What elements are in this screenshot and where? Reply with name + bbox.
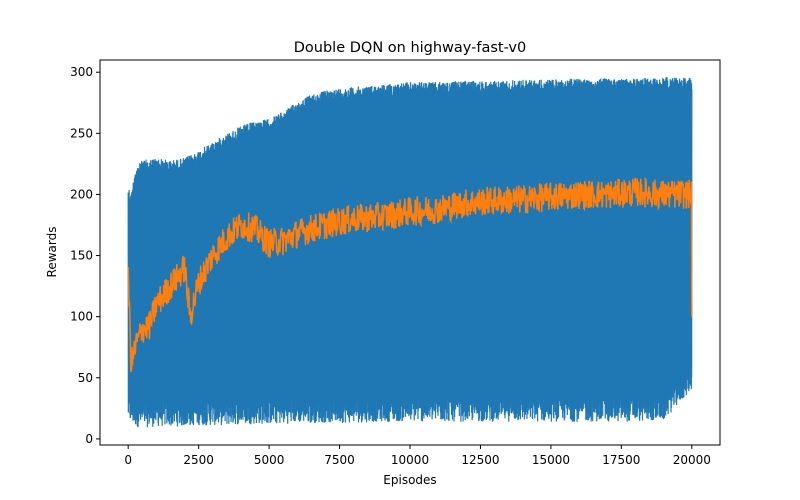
y-tick-label: 300 (70, 65, 93, 79)
x-tick-label: 12500 (461, 453, 499, 467)
y-axis-title: Rewards (45, 227, 59, 278)
x-tick-label: 17500 (602, 453, 640, 467)
x-tick-label: 0 (124, 453, 132, 467)
x-tick-label: 5000 (254, 453, 285, 467)
y-tick-label: 50 (78, 371, 93, 385)
y-tick-label: 0 (85, 432, 93, 446)
series-raw-rewards-line (127, 77, 693, 428)
y-tick-label: 100 (70, 310, 93, 324)
x-axis-title: Episodes (383, 473, 436, 487)
y-tick-label: 200 (70, 187, 93, 201)
plot-area (127, 77, 693, 428)
x-tick-label: 20000 (673, 453, 711, 467)
x-tick-label: 15000 (532, 453, 570, 467)
series-smoothed-rewards-line (127, 176, 693, 373)
y-axis: 0 50 100 150 200 250 300 (70, 65, 100, 446)
x-axis: 0 2500 5000 7500 10000 12500 15000 17500 20000 (124, 445, 711, 467)
y-tick-label: 250 (70, 126, 93, 140)
x-tick-label: 10000 (391, 453, 429, 467)
chart-title: Double DQN on highway-fast-v0 (294, 40, 527, 56)
x-tick-label: 7500 (324, 453, 355, 467)
x-tick-label: 2500 (183, 453, 214, 467)
y-tick-label: 150 (70, 249, 93, 263)
